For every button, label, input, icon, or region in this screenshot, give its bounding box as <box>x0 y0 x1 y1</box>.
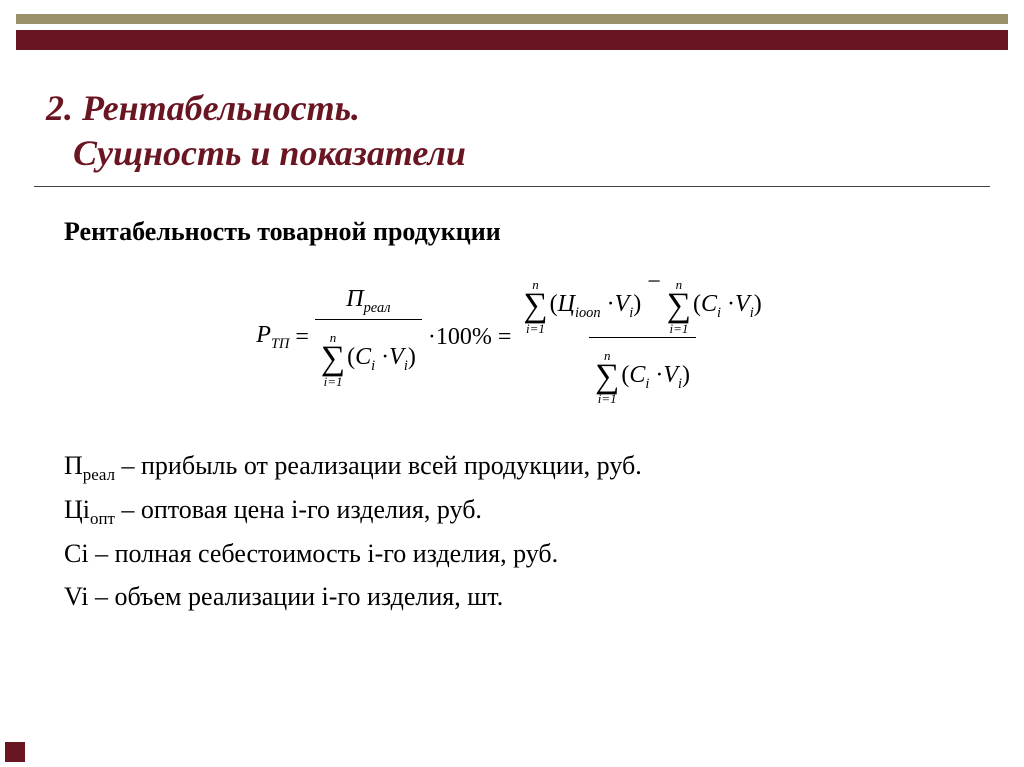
var-c-sub: i <box>371 358 375 374</box>
sum-1: n ∑ i=1 (Ci ·Vi) <box>321 331 416 388</box>
dot-op: · <box>381 344 389 370</box>
sigma-icon: n ∑ i=1 <box>667 278 691 335</box>
legend-symbol: Ci <box>64 539 89 568</box>
paren-open: ( <box>347 344 355 370</box>
formula-lhs: РТП <box>256 322 289 353</box>
sum-2b-expr: (Ci ·Vi) <box>693 291 762 322</box>
var-c-sub: i <box>717 305 721 321</box>
accent-bar-top <box>16 14 1008 24</box>
var-c: C <box>629 362 645 388</box>
var-c: C <box>355 344 371 370</box>
paren-close: ) <box>754 291 762 317</box>
formula-lhs-sub: ТП <box>271 335 289 351</box>
slide-title: 2. Рентабельность. Сущность и показатели <box>34 86 990 187</box>
paren-close: ) <box>633 291 641 317</box>
sum-lower: i=1 <box>324 375 343 388</box>
legend-row: Преал – прибыль от реализации всей проду… <box>64 445 990 489</box>
legend-subscript: реал <box>83 465 115 484</box>
formula-lhs-var: Р <box>256 322 271 348</box>
legend-symbol: Vi <box>64 582 88 611</box>
fraction-2: n ∑ i=1 (Цiооп ·Vi) − n ∑ i=1 <box>517 269 767 405</box>
sum-2a-expr: (Цiооп ·Vi) <box>550 291 642 322</box>
sum-2b: n ∑ i=1 (Ci ·Vi) <box>667 278 762 335</box>
slide-content: 2. Рентабельность. Сущность и показатели… <box>34 86 990 619</box>
sum-2a: n ∑ i=1 (Цiооп ·Vi) <box>523 278 641 335</box>
fraction-2-numerator: n ∑ i=1 (Цiооп ·Vi) − n ∑ i=1 <box>517 269 767 337</box>
var-v: V <box>663 362 678 388</box>
slide-subtitle: Рентабельность товарной продукции <box>34 217 990 247</box>
fraction-2-denominator: n ∑ i=1 (Ci ·Vi) <box>589 337 696 406</box>
fraction-1-numerator: Преал <box>340 286 396 319</box>
sigma-icon: n ∑ i=1 <box>321 331 345 388</box>
var-v: V <box>735 291 750 317</box>
var-c: C <box>701 291 717 317</box>
paren-close: ) <box>682 362 690 388</box>
legend-text: – полная себестоимость i-го изделия, руб… <box>89 539 559 568</box>
legend-symbol: Цi <box>64 495 90 524</box>
legend: Преал – прибыль от реализации всей проду… <box>34 445 990 619</box>
frac1-num-var: П <box>346 286 363 312</box>
minus-op: − <box>647 269 667 295</box>
legend-text: – объем реализации i-го изделия, шт. <box>88 582 503 611</box>
legend-row: Vi – объем реализации i-го изделия, шт. <box>64 576 990 619</box>
sum-lower: i=1 <box>526 322 545 335</box>
dot-op: · <box>727 291 735 317</box>
fraction-1-denominator: n ∑ i=1 (Ci ·Vi) <box>315 319 422 388</box>
var-v: V <box>389 344 404 370</box>
sum-lower: i=1 <box>598 392 617 405</box>
legend-row: Цiопт – оптовая цена i-го изделия, руб. <box>64 489 990 533</box>
corner-decoration <box>5 742 25 762</box>
sum-2d-expr: (Ci ·Vi) <box>621 362 690 393</box>
header-decoration <box>0 0 1024 50</box>
sigma-icon: n ∑ i=1 <box>523 278 547 335</box>
frac1-num-sub: реал <box>364 300 391 316</box>
var-ts-sub: iооп <box>575 305 601 321</box>
times-100: ·100% = <box>428 324 512 351</box>
legend-text: – оптовая цена i-го изделия, руб. <box>115 495 482 524</box>
var-ts: Ц <box>558 291 575 317</box>
legend-symbol: П <box>64 451 83 480</box>
sum-lower: i=1 <box>669 322 688 335</box>
title-line-2: Сущность и показатели <box>73 133 466 173</box>
paren-close: ) <box>408 344 416 370</box>
var-v: V <box>615 291 630 317</box>
accent-bar-main <box>16 30 1008 50</box>
legend-subscript: опт <box>90 509 115 528</box>
title-line-1: 2. Рентабельность. <box>46 88 360 128</box>
fraction-1: Преал n ∑ i=1 (Ci ·Vi) <box>315 286 422 387</box>
legend-text: – прибыль от реализации всей продукции, … <box>115 451 642 480</box>
sum-1-expr: (Ci ·Vi) <box>347 344 416 375</box>
equals-sign: = <box>295 324 309 351</box>
paren-open: ( <box>693 291 701 317</box>
formula: РТП = Преал n ∑ i=1 (Ci ·Vi) <box>34 269 990 405</box>
paren-open: ( <box>550 291 558 317</box>
legend-row: Ci – полная себестоимость i-го изделия, … <box>64 533 990 576</box>
dot-op: · <box>607 291 615 317</box>
var-c-sub: i <box>645 375 649 391</box>
sum-2d: n ∑ i=1 (Ci ·Vi) <box>595 349 690 406</box>
sigma-icon: n ∑ i=1 <box>595 349 619 406</box>
